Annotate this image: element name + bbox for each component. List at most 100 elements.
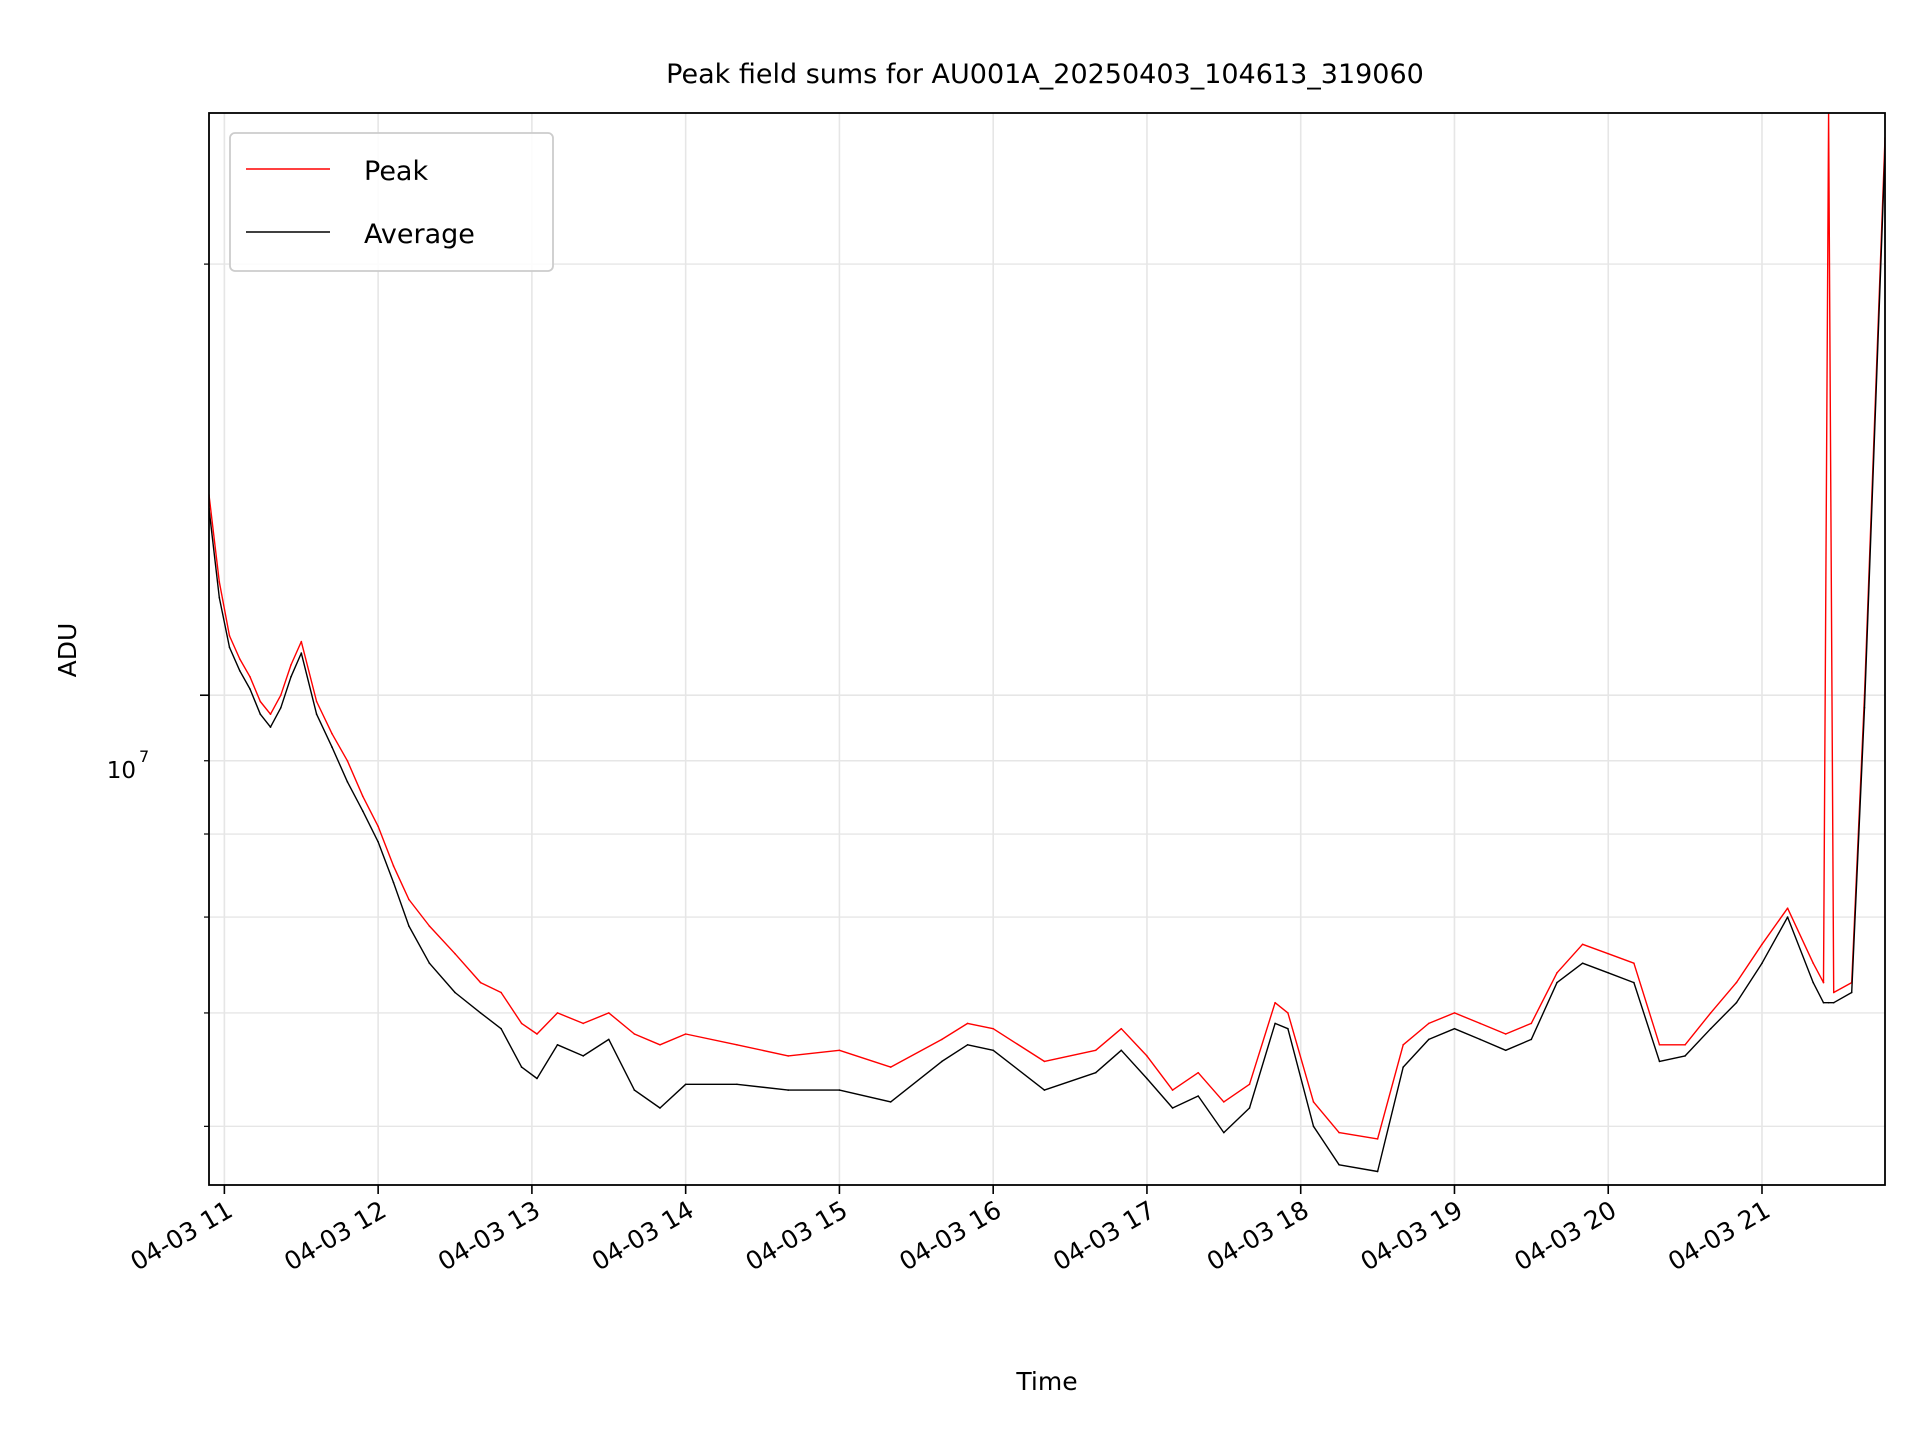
data-point-average [1197,1095,1199,1097]
plot-frame [208,112,1886,1186]
data-point-peak [838,1049,841,1052]
data-point-average [1171,1107,1174,1109]
data-point-peak [1248,1083,1251,1086]
legend-box [229,132,554,272]
data-point-average [889,1101,892,1103]
data-point-peak [1338,1131,1340,1134]
data-point-peak [966,1022,969,1025]
data-point-average [1684,1055,1686,1057]
data-point-peak [1812,962,1814,964]
data-point-average [1428,1038,1430,1041]
data-point-peak [1479,1022,1481,1025]
data-point-peak [408,898,410,901]
data-point-average [1043,1089,1046,1091]
data-point-average [941,1060,943,1063]
data-point-peak [582,1022,584,1025]
data-point-peak [608,1012,610,1014]
data-point-peak [1633,962,1635,964]
data-point-peak [659,1044,661,1046]
data-point-average [1786,916,1789,918]
data-point-peak [392,865,395,867]
data-point-average [1822,1001,1825,1004]
y-tick-label-base: 10 [107,758,136,784]
legend: Peak Average [229,132,554,272]
data-point-peak [1735,981,1738,984]
data-point-average [300,652,303,654]
data-point-average [454,991,456,994]
data-point-peak [1832,991,1835,994]
data-point-average [787,1089,789,1091]
data-point-average [1530,1038,1533,1041]
legend-peak-label: Peak [364,156,428,187]
data-point-peak [1530,1022,1533,1025]
data-point-peak [362,795,364,798]
data-point-average [1633,981,1635,984]
data-point-peak [239,658,241,660]
data-point-peak [1658,1044,1661,1046]
data-point-peak [1120,1027,1123,1030]
data-point-average [633,1089,636,1091]
data-point-average [1827,1001,1830,1004]
data-point-peak [454,952,456,955]
data-point-peak [992,1027,994,1030]
data-point-average [1338,1164,1340,1166]
data-point-average [500,1027,502,1030]
data-point-peak [1274,1001,1276,1004]
data-point-average [315,713,318,715]
y-axis-label: ADU [53,623,82,678]
data-point-average [520,1066,523,1068]
data-point-average [1709,1027,1712,1030]
data-point-peak [1043,1060,1046,1063]
data-point-average [392,881,395,884]
data-point-peak [941,1038,943,1041]
data-point-peak [346,760,349,762]
data-point-average [479,1012,482,1014]
data-point-peak [280,694,282,696]
data-point-average [556,1044,559,1046]
data-point-average [428,962,431,964]
legend-average-label: Average [364,219,475,250]
data-point-peak [228,635,231,637]
data-point-average [331,746,333,748]
data-point-peak [1581,943,1584,946]
data-point-average [1120,1049,1123,1052]
data-point-average [1556,981,1558,984]
data-point-average [1812,981,1814,984]
data-point-peak [1094,1049,1097,1052]
chart-title: Peak field sums for AU001A_20250403_1046… [666,59,1424,90]
data-point-peak [1822,981,1825,984]
grid-lines [209,113,1885,1185]
data-point-average [1607,972,1609,974]
data-point-peak [1402,1044,1404,1046]
data-point-peak [1146,1055,1148,1057]
data-point-peak [377,825,379,828]
data-point-peak [1287,1012,1289,1014]
data-point-peak [300,640,303,643]
data-point-peak [331,732,333,735]
data-point-average [1735,1001,1738,1004]
data-point-peak [290,664,292,666]
data-point-peak [684,1033,687,1035]
data-point-peak [633,1033,636,1035]
data-point-average [736,1083,738,1086]
y-tick-label-exponent: 7 [139,747,149,766]
data-point-average [1504,1049,1507,1052]
data-point-average [346,781,349,783]
data-point-peak [520,1022,523,1025]
data-point-peak [500,991,502,994]
plot-area [209,113,1885,1173]
data-point-peak [1709,1012,1712,1014]
data-point-average [684,1083,687,1086]
data-point-average [228,646,231,649]
data-point-peak [1453,1012,1456,1014]
data-point-peak [218,581,221,583]
data-point-average [536,1077,538,1080]
y-axis: 10 7 [107,263,209,1127]
data-point-peak [259,700,262,703]
data-point-average [966,1044,969,1046]
data-point-average [259,713,262,715]
data-point-average [1223,1131,1225,1134]
data-point-peak [315,700,318,703]
